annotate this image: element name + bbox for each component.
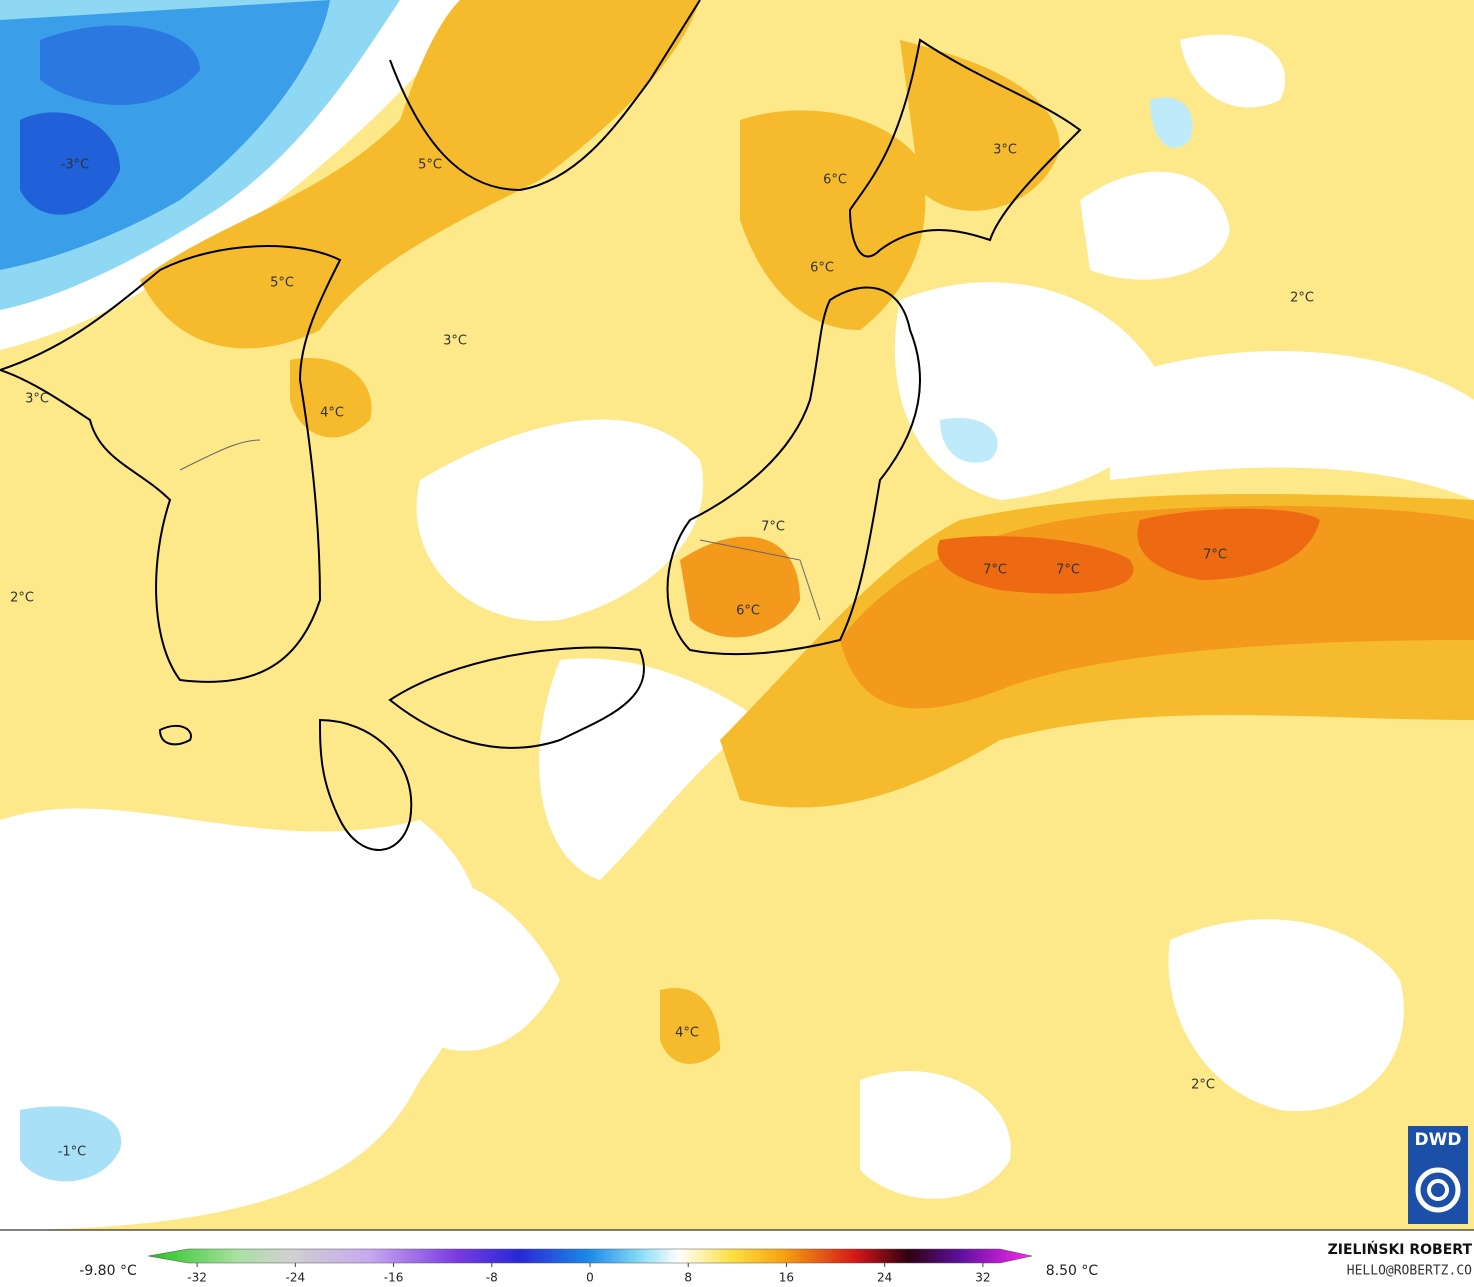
map-label: 6°C — [736, 604, 760, 619]
map-label: 7°C — [983, 563, 1007, 578]
colorbar-min: -9.80 °C — [79, 1263, 137, 1279]
map-label: -1°C — [58, 1145, 87, 1160]
colorbar-tick-label: -24 — [286, 1271, 306, 1285]
colorbar-tick-label: -16 — [384, 1271, 404, 1285]
colorbar-tick-label: -32 — [187, 1271, 207, 1285]
map-label: 5°C — [418, 158, 442, 173]
colorbar: -9.80 °C 8.50 °C -32 -24 -16 -8 0 8 16 24 32 — [79, 1248, 1099, 1285]
map-labels: -3°C 5°C 6°C 3°C 6°C 5°C 2°C 3°C 3°C 4°C… — [10, 143, 1314, 1160]
map-label: 6°C — [823, 173, 847, 188]
logo: DWD — [1408, 1126, 1468, 1224]
map — [0, 0, 1474, 1230]
map-label: 3°C — [993, 143, 1017, 158]
map-label: 4°C — [675, 1026, 699, 1041]
map-label: 2°C — [10, 591, 34, 606]
map-label: 4°C — [320, 406, 344, 421]
colorbar-max: 8.50 °C — [1046, 1263, 1099, 1279]
map-label: 3°C — [443, 334, 467, 349]
colorbar-tick-label: 0 — [586, 1271, 594, 1285]
map-label: 5°C — [270, 276, 294, 291]
author: ZIELIŃSKI ROBERT — [1328, 1240, 1473, 1258]
map-label: 2°C — [1191, 1078, 1215, 1093]
map-label: -3°C — [61, 158, 90, 173]
map-label: 3°C — [25, 392, 49, 407]
email: HELLO@ROBERTZ.CO — [1347, 1264, 1472, 1279]
map-label: 2°C — [1290, 291, 1314, 306]
map-label: 6°C — [810, 261, 834, 276]
colorbar-tick-label: 8 — [684, 1271, 692, 1285]
logo-text: DWD — [1415, 1130, 1462, 1150]
colorbar-tick-label: 16 — [779, 1271, 794, 1285]
colorbar-tick-label: -8 — [486, 1271, 498, 1285]
map-label: 7°C — [761, 520, 785, 535]
colorbar-tick-label: 32 — [975, 1271, 990, 1285]
map-label: 7°C — [1203, 548, 1227, 563]
colorbar-tick-label: 24 — [877, 1271, 892, 1285]
map-label: 7°C — [1056, 563, 1080, 578]
